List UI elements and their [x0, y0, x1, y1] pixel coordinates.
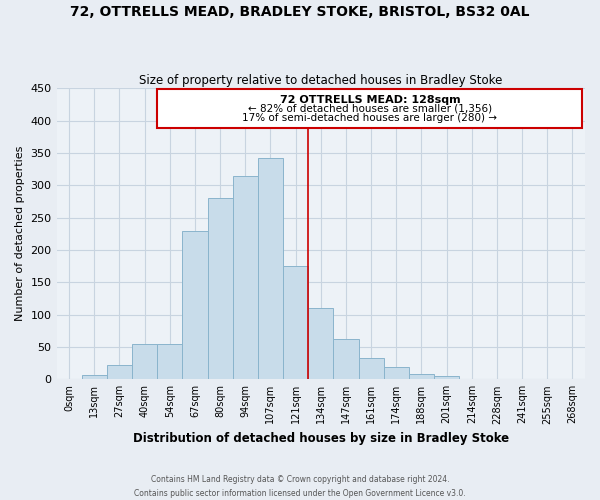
Bar	[82, 375, 107, 380]
Text: 72, OTTRELLS MEAD, BRADLEY STOKE, BRISTOL, BS32 0AL: 72, OTTRELLS MEAD, BRADLEY STOKE, BRISTO…	[70, 5, 530, 19]
Y-axis label: Number of detached properties: Number of detached properties	[15, 146, 25, 322]
FancyBboxPatch shape	[157, 90, 583, 128]
Bar	[157, 344, 182, 380]
Bar	[208, 198, 233, 380]
Bar	[409, 374, 434, 380]
Bar	[107, 365, 132, 380]
Bar	[283, 266, 308, 380]
Bar	[182, 230, 208, 380]
Text: ← 82% of detached houses are smaller (1,356): ← 82% of detached houses are smaller (1,…	[248, 104, 492, 114]
Text: Contains HM Land Registry data © Crown copyright and database right 2024.
Contai: Contains HM Land Registry data © Crown c…	[134, 476, 466, 498]
Bar	[359, 358, 383, 380]
Bar	[383, 367, 409, 380]
Bar	[132, 344, 157, 380]
Bar	[434, 376, 459, 380]
Bar	[308, 308, 334, 380]
Bar	[258, 158, 283, 380]
X-axis label: Distribution of detached houses by size in Bradley Stoke: Distribution of detached houses by size …	[133, 432, 509, 445]
Text: 72 OTTRELLS MEAD: 128sqm: 72 OTTRELLS MEAD: 128sqm	[280, 94, 460, 104]
Bar	[334, 338, 359, 380]
Title: Size of property relative to detached houses in Bradley Stoke: Size of property relative to detached ho…	[139, 74, 502, 87]
Bar	[233, 176, 258, 380]
Text: 17% of semi-detached houses are larger (280) →: 17% of semi-detached houses are larger (…	[242, 113, 497, 123]
